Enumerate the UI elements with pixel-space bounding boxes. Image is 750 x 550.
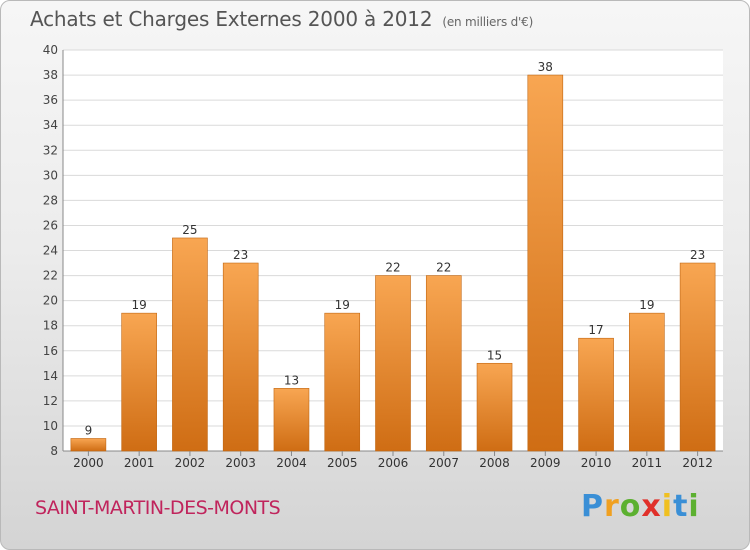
bar bbox=[476, 362, 513, 452]
x-tick-label: 2012 bbox=[682, 456, 713, 470]
y-tick-label: 22 bbox=[43, 269, 58, 283]
proxiti-logo-letter: x bbox=[641, 489, 662, 524]
proxiti-logo-letter: o bbox=[619, 489, 642, 524]
y-tick-label: 34 bbox=[43, 118, 58, 132]
y-tick-label: 24 bbox=[43, 244, 58, 258]
x-tick-label: 2008 bbox=[479, 456, 510, 470]
data-label: 22 bbox=[436, 261, 451, 275]
x-tick-label: 2009 bbox=[530, 456, 561, 470]
bar bbox=[425, 275, 462, 452]
bar bbox=[527, 74, 564, 452]
bar bbox=[578, 337, 614, 452]
plot-area: 8 10 12 14 16 18 20 22 24 26 28 30 32 34 36 38 40 9 2000 19… bbox=[43, 43, 723, 470]
proxiti-logo: Proxiti bbox=[581, 489, 700, 524]
bar bbox=[324, 312, 361, 452]
x-tick-label: 2010 bbox=[581, 456, 612, 470]
bar bbox=[70, 438, 107, 452]
bar bbox=[273, 388, 310, 452]
data-label: 13 bbox=[284, 373, 299, 387]
y-tick-label: 10 bbox=[43, 419, 58, 433]
x-tick-label: 2001 bbox=[124, 456, 155, 470]
y-tick-label: 36 bbox=[43, 93, 58, 107]
x-tick-label: 2007 bbox=[428, 456, 459, 470]
data-label: 19 bbox=[132, 298, 147, 312]
proxiti-logo-letter: r bbox=[604, 489, 620, 524]
chart-title-text: Achats et Charges Externes 2000 à 2012 bbox=[30, 7, 433, 31]
data-label: 23 bbox=[690, 248, 705, 262]
bar bbox=[222, 262, 259, 452]
y-tick-label: 40 bbox=[43, 43, 58, 57]
y-tick-label: 28 bbox=[43, 193, 58, 207]
commune-name: SAINT-MARTIN-DES-MONTS bbox=[35, 497, 281, 519]
x-tick-label: 2011 bbox=[632, 456, 663, 470]
proxiti-logo-letter: t bbox=[673, 489, 689, 524]
bar bbox=[375, 275, 411, 452]
bar bbox=[172, 237, 208, 452]
y-tick-label: 26 bbox=[43, 218, 58, 232]
y-tick-label: 32 bbox=[43, 143, 58, 157]
data-label: 22 bbox=[385, 261, 400, 275]
data-label: 25 bbox=[182, 223, 197, 237]
bar bbox=[121, 312, 157, 452]
x-tick-label: 2004 bbox=[276, 456, 307, 470]
data-label: 19 bbox=[335, 298, 350, 312]
chart-title: Achats et Charges Externes 2000 à 2012 (e… bbox=[30, 7, 533, 31]
x-tick-label: 2002 bbox=[175, 456, 206, 470]
data-label: 17 bbox=[588, 323, 603, 337]
x-tick-label: 2000 bbox=[73, 456, 104, 470]
data-label: 19 bbox=[639, 298, 654, 312]
y-tick-label: 38 bbox=[43, 68, 58, 82]
y-tick-label: 14 bbox=[43, 369, 58, 383]
proxiti-logo-letter: i bbox=[688, 489, 700, 524]
x-tick-label: 2006 bbox=[378, 456, 409, 470]
y-tick-label: 16 bbox=[43, 344, 58, 358]
bar bbox=[629, 312, 665, 452]
y-tick-label: 18 bbox=[43, 319, 58, 333]
y-tick-label: 12 bbox=[43, 394, 58, 408]
x-tick-label: 2003 bbox=[225, 456, 256, 470]
proxiti-logo-letter: i bbox=[661, 489, 674, 524]
y-tick-label: 30 bbox=[43, 168, 58, 182]
data-label: 15 bbox=[487, 348, 502, 362]
chart-unit-label: (en milliers d'€) bbox=[442, 15, 534, 29]
bar bbox=[679, 262, 716, 452]
data-label: 9 bbox=[85, 423, 93, 437]
proxiti-logo-letter: P bbox=[581, 489, 604, 524]
y-tick-label: 20 bbox=[43, 294, 58, 308]
data-label: 23 bbox=[233, 248, 248, 262]
y-tick-label: 8 bbox=[50, 444, 58, 458]
x-tick-label: 2005 bbox=[327, 456, 358, 470]
data-label: 38 bbox=[538, 60, 553, 74]
